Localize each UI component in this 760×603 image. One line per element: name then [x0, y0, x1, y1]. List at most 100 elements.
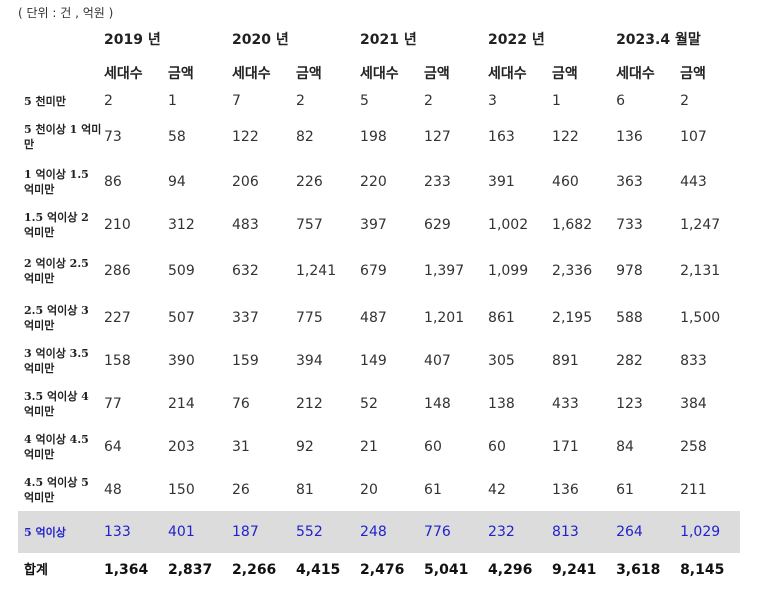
- amount-cell: 1,241: [296, 263, 337, 279]
- total-row: 합계 1,364 2,837 2,266 4,415 2,476 5,041 4,296 9,2…: [18, 553, 740, 587]
- households-cell: 198: [360, 129, 387, 145]
- amount-cell: 1,201: [424, 309, 465, 326]
- amount-cell: 60: [424, 438, 442, 455]
- amount-cell: 1,029: [680, 524, 721, 540]
- households-cell: 1,364: [104, 562, 149, 578]
- amount-cell: 136: [552, 481, 579, 498]
- corner-cell: [18, 58, 102, 88]
- households-cell: 264: [616, 524, 643, 540]
- amount-cell: 443: [680, 173, 707, 190]
- households-cell: 2,476: [360, 562, 405, 578]
- households-cell: 3,618: [616, 562, 661, 578]
- households-cell: 187: [232, 524, 259, 540]
- stats-table: 2019 년 2020 년 2021 년 2022 년 2023.4 월말 세대…: [18, 20, 741, 587]
- households-cell: 7: [232, 93, 241, 109]
- households-cell: 232: [488, 524, 515, 540]
- amount-cell: 509: [168, 263, 195, 279]
- table-row: 2 억이상 2.5 억미만 286 509 632 1,241 679 1,397 1,099…: [18, 246, 740, 296]
- households-header: 세대수: [104, 66, 143, 82]
- amount-cell: 384: [680, 395, 707, 412]
- households-cell: 5: [360, 93, 369, 109]
- amount-cell: 407: [424, 352, 451, 369]
- table-row: 1.5 억이상 2 억미만 210 312 483 757 397 629 1,002 1,68…: [18, 203, 740, 246]
- amount-cell: 2,195: [552, 309, 593, 326]
- amount-cell: 5,041: [424, 562, 469, 578]
- amount-cell: 2: [680, 93, 689, 109]
- amount-header: 금액: [680, 66, 706, 82]
- row-label: 1.5 억이상 2 억미만: [24, 210, 89, 239]
- households-header: 세대수: [488, 66, 527, 82]
- households-cell: 48: [104, 481, 122, 498]
- households-cell: 861: [488, 309, 515, 326]
- amount-cell: 1,247: [680, 216, 721, 233]
- households-cell: 133: [104, 524, 131, 540]
- amount-cell: 61: [424, 481, 442, 498]
- households-cell: 397: [360, 216, 387, 233]
- year-header: 2020 년: [232, 32, 289, 48]
- amount-cell: 150: [168, 481, 195, 498]
- amount-cell: 552: [296, 524, 323, 540]
- households-cell: 6: [616, 93, 625, 109]
- amount-cell: 1,397: [424, 263, 465, 279]
- amount-header: 금액: [168, 66, 194, 82]
- row-label: 합계: [24, 562, 48, 578]
- amount-cell: 212: [296, 395, 323, 412]
- amount-cell: 4,415: [296, 562, 341, 578]
- households-cell: 248: [360, 524, 387, 540]
- households-cell: 123: [616, 395, 643, 412]
- row-label: 4.5 억이상 5 억미만: [24, 475, 89, 504]
- amount-cell: 82: [296, 129, 314, 145]
- amount-header: 금액: [552, 66, 578, 82]
- year-header: 2022 년: [488, 32, 545, 48]
- households-cell: 86: [104, 173, 122, 190]
- row-label: 3.5 억이상 4 억미만: [24, 389, 89, 418]
- year-header-row: 2019 년 2020 년 2021 년 2022 년 2023.4 월말: [18, 20, 740, 58]
- amount-cell: 122: [552, 129, 579, 145]
- year-header: 2019 년: [104, 32, 161, 48]
- households-cell: 61: [616, 481, 634, 498]
- table-row: 4 억이상 4.5 억미만 64 203 31 92 21 60 60 171 84 258: [18, 425, 740, 468]
- table-row: 4.5 억이상 5 억미만 48 150 26 81 20 61 42 136 61 211: [18, 468, 740, 511]
- amount-cell: 390: [168, 352, 195, 369]
- households-cell: 76: [232, 395, 250, 412]
- households-cell: 136: [616, 129, 643, 145]
- amount-cell: 629: [424, 216, 451, 233]
- amount-cell: 211: [680, 481, 707, 498]
- households-cell: 3: [488, 93, 497, 109]
- households-cell: 42: [488, 481, 506, 498]
- amount-cell: 58: [168, 129, 186, 145]
- households-cell: 2: [104, 93, 113, 109]
- amount-cell: 2: [296, 93, 305, 109]
- households-cell: 64: [104, 438, 122, 455]
- row-label: 2.5 억이상 3 억미만: [24, 303, 89, 332]
- amount-cell: 2: [424, 93, 433, 109]
- amount-cell: 833: [680, 352, 707, 369]
- table-row: 3.5 억이상 4 억미만 77 214 76 212 52 148 138 433 123 384: [18, 382, 740, 425]
- amount-cell: 214: [168, 395, 195, 412]
- amount-cell: 1,682: [552, 216, 593, 233]
- amount-cell: 171: [552, 438, 579, 455]
- unit-note: ( 단위 : 건 , 억원 ): [18, 6, 114, 20]
- amount-cell: 1,500: [680, 309, 721, 326]
- households-cell: 20: [360, 481, 378, 498]
- households-cell: 52: [360, 395, 378, 412]
- households-cell: 77: [104, 395, 122, 412]
- households-cell: 149: [360, 352, 387, 369]
- sub-header-row: 세대수 금액 세대수 금액 세대수 금액 세대수 금액 세대수 금액: [18, 58, 740, 88]
- households-cell: 158: [104, 352, 131, 369]
- households-cell: 391: [488, 173, 515, 190]
- table-row: 3 억이상 3.5 억미만 158 390 159 394 149 407 305 891 282…: [18, 339, 740, 382]
- households-cell: 632: [232, 263, 259, 279]
- households-cell: 210: [104, 216, 131, 233]
- households-cell: 163: [488, 129, 515, 145]
- row-label: 5 천미만: [24, 94, 66, 108]
- households-cell: 206: [232, 173, 259, 190]
- amount-cell: 1: [168, 93, 177, 109]
- amount-cell: 81: [296, 481, 314, 498]
- amount-cell: 507: [168, 309, 195, 326]
- households-cell: 483: [232, 216, 259, 233]
- amount-cell: 433: [552, 395, 579, 412]
- amount-cell: 127: [424, 129, 451, 145]
- table-row: 2.5 억이상 3 억미만 227 507 337 775 487 1,201 861 2,19…: [18, 296, 740, 339]
- amount-cell: 203: [168, 438, 195, 455]
